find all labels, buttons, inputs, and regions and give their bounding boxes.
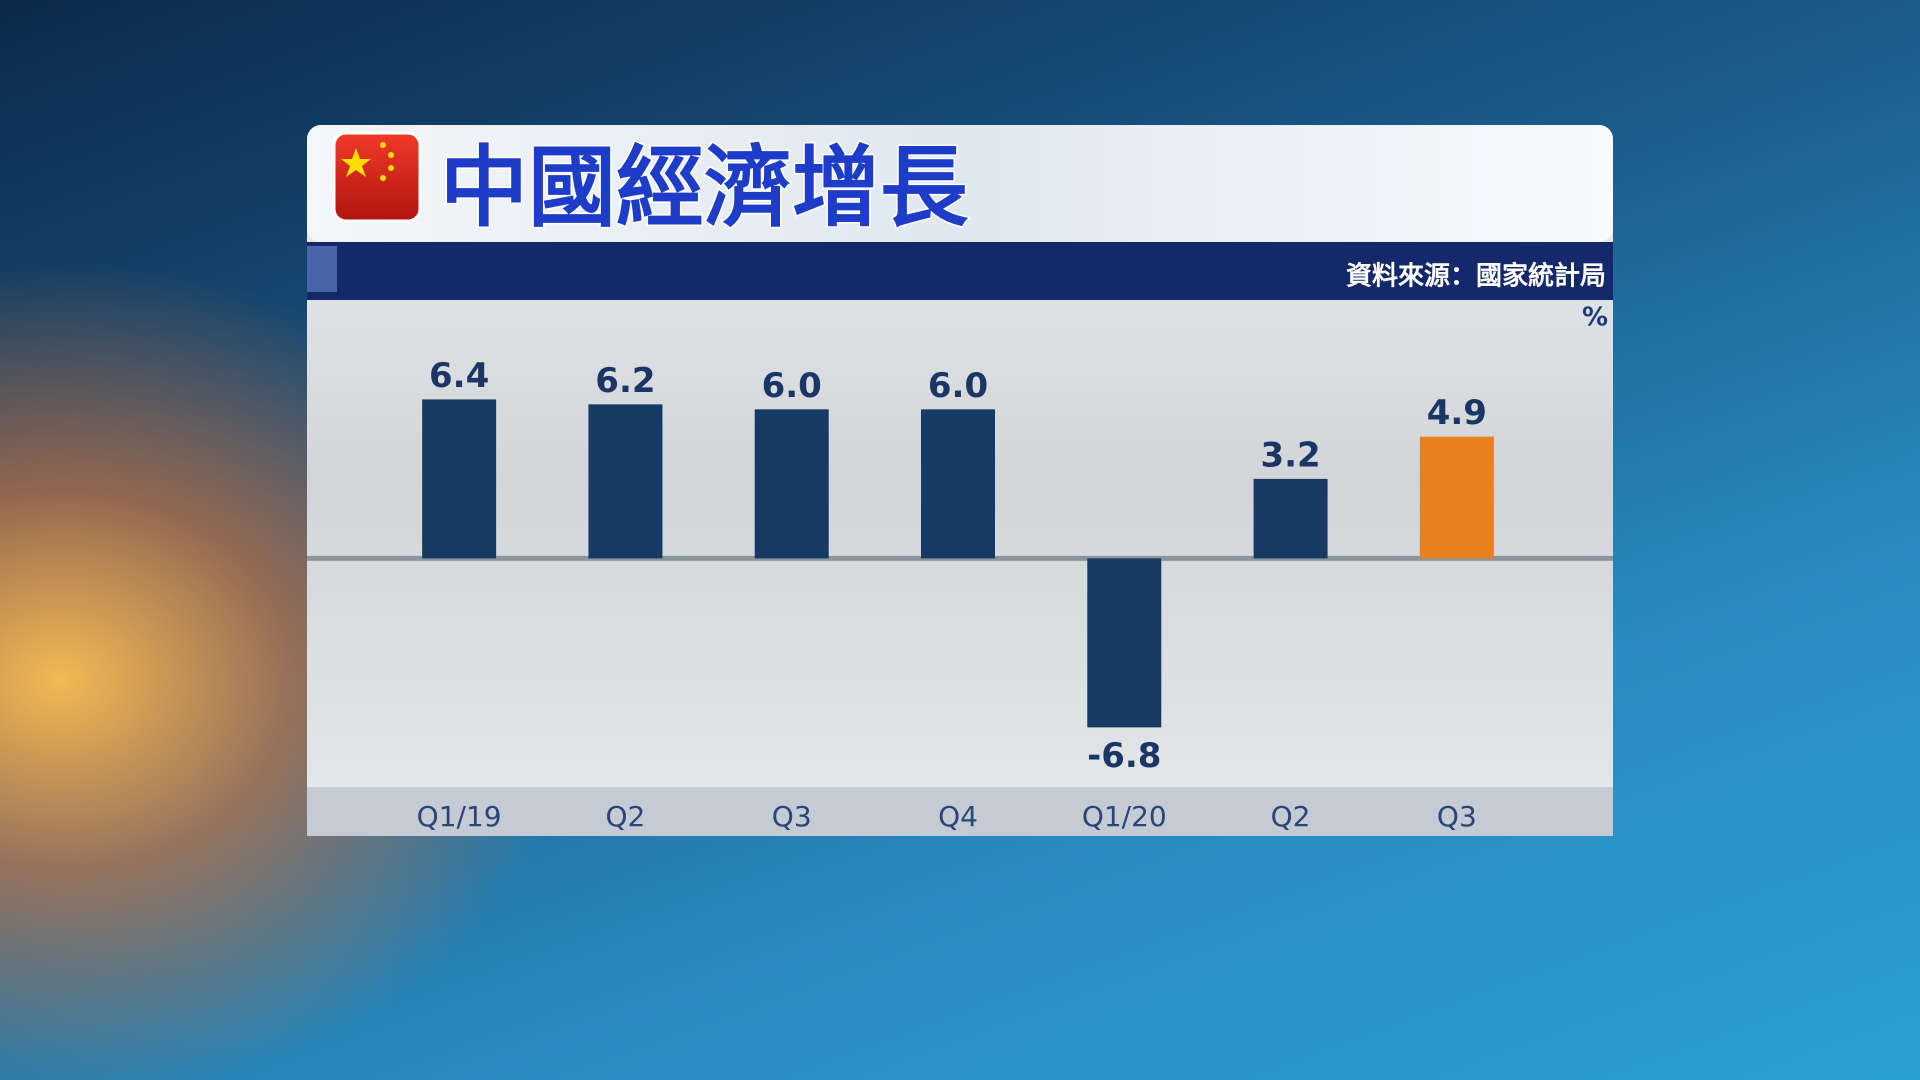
bar — [1087, 558, 1162, 728]
unit: % — [1582, 303, 1608, 333]
band-accent — [307, 246, 337, 292]
value-label: 3.2 — [1260, 435, 1320, 475]
source-band — [307, 242, 1613, 300]
value-label: 4.9 — [1427, 393, 1487, 433]
axis-strip — [307, 787, 1613, 836]
flag-star — [380, 142, 386, 148]
bar — [921, 409, 995, 559]
bar — [588, 404, 663, 559]
flag-star — [341, 148, 371, 177]
x-tick-label: Q1/19 — [417, 800, 502, 833]
x-tick-label: Q4 — [938, 800, 978, 833]
flag-star — [388, 152, 394, 158]
flag — [332, 131, 422, 223]
bar — [1419, 436, 1494, 559]
value-label: 6.0 — [762, 366, 822, 406]
x-tick-label: Q1/20 — [1082, 800, 1167, 833]
value-label: 6.0 — [928, 366, 988, 406]
header — [307, 125, 1613, 242]
x-tick-label: Q2 — [1271, 800, 1311, 833]
chart-title: 中國經濟增長 — [440, 136, 969, 239]
flag-star — [388, 165, 394, 171]
flag-star — [380, 175, 386, 181]
x-tick-label: Q3 — [1437, 800, 1477, 833]
value-label: -6.8 — [1087, 736, 1161, 776]
x-tick-label: Q3 — [772, 800, 812, 833]
bar — [1253, 478, 1328, 559]
bar — [422, 399, 497, 559]
value-label: 6.2 — [595, 361, 655, 401]
x-tick-label: Q2 — [605, 800, 645, 833]
bar — [754, 409, 829, 559]
value-label: 6.4 — [429, 356, 489, 396]
source: 資料來源：國家統計局 — [1346, 261, 1606, 292]
